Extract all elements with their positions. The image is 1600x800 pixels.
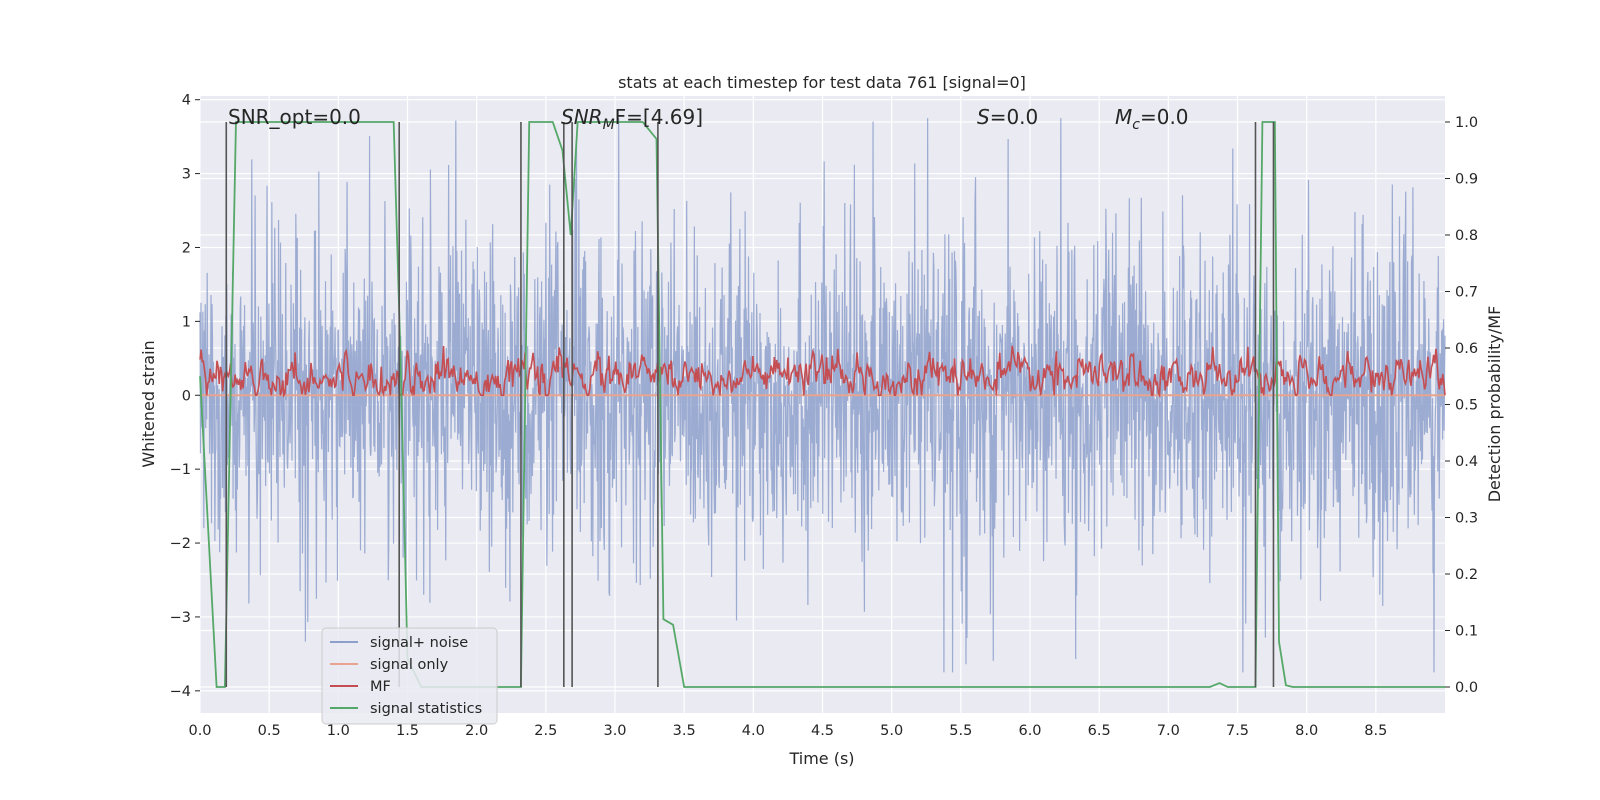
chart-title: stats at each timestep for test data 761… (618, 73, 1026, 92)
series-signal-noise (199, 118, 1446, 673)
y-tick-label-5: 1 (182, 314, 191, 330)
annotation-mc: Mc=0.0 (1115, 105, 1189, 133)
y-tick-label-1: −3 (170, 610, 191, 626)
legend-label-mf: MF (370, 679, 391, 695)
y-tick-label-4: 0 (182, 388, 191, 404)
annotation-snr-mf-rest: F=[4.69] (615, 105, 703, 129)
legend-label-signal-statistics: signal statistics (370, 701, 482, 717)
annotation-s-rest: =0.0 (990, 105, 1039, 129)
x-tick-label-7: 3.5 (673, 723, 696, 739)
y-tick-labels: −4 −3 −2 −1 0 1 2 3 4 (170, 93, 200, 700)
legend-label-signal-noise: signal+ noise (370, 635, 468, 651)
legend-label-signal-only: signal only (370, 657, 449, 673)
x-tick-label-16: 8.0 (1295, 723, 1318, 739)
annotation-snr-mf-sub: M (603, 117, 615, 133)
x-tick-label-1: 0.5 (258, 723, 281, 739)
x-tick-label-12: 6.0 (1018, 723, 1041, 739)
y2-tick-label-1: 0.1 (1455, 624, 1478, 640)
y-tick-label-8: 4 (182, 93, 191, 109)
y2-tick-label-5: 0.5 (1455, 398, 1478, 414)
y2-tick-label-3: 0.3 (1455, 511, 1478, 527)
x-tick-label-10: 5.0 (880, 723, 903, 739)
x-tick-label-13: 6.5 (1088, 723, 1111, 739)
x-tick-label-11: 5.5 (949, 723, 972, 739)
annotation-snr-mf-label: SNR (561, 105, 603, 129)
x-tick-label-0: 0.0 (188, 723, 211, 739)
x-tick-label-9: 4.5 (811, 723, 834, 739)
legend: signal+ noise signal only MF signal stat… (321, 627, 498, 725)
x-tick-label-17: 8.5 (1364, 723, 1387, 739)
x-tick-label-6: 3.0 (603, 723, 626, 739)
y-axis-label: Whitened strain (139, 340, 158, 467)
x-tick-label-3: 1.5 (396, 723, 419, 739)
y2-tick-label-4: 0.4 (1455, 454, 1478, 470)
y2-tick-label-8: 0.8 (1455, 228, 1478, 244)
series-signal-statistics (199, 121, 1445, 688)
y2-tick-label-2: 0.2 (1455, 567, 1478, 583)
vertical-markers (225, 121, 1275, 688)
legend-box (321, 627, 498, 725)
y2-tick-label-7: 0.7 (1455, 284, 1478, 300)
y-tick-label-3: −1 (170, 462, 191, 478)
y2-tick-label-10: 1.0 (1455, 115, 1478, 131)
y2-tick-labels: 0.0 0.1 0.2 0.3 0.4 0.5 0.6 0.7 0.8 0.9 1.0 (1445, 115, 1478, 696)
y2-axis-label: Detection probability/MF (1485, 306, 1504, 503)
y-tick-label-0: −4 (170, 684, 191, 700)
x-tick-label-2: 1.0 (327, 723, 350, 739)
annotation-snr-mf: SNRMF=[4.69] (561, 105, 703, 133)
x-axis-label: Time (s) (788, 749, 854, 768)
x-tick-label-14: 7.0 (1157, 723, 1180, 739)
y2-tick-label-6: 0.6 (1455, 341, 1478, 357)
x-tick-label-5: 2.5 (534, 723, 557, 739)
y2-tick-label-9: 0.9 (1455, 171, 1478, 187)
y-tick-label-7: 3 (182, 167, 191, 183)
y-tick-label-2: −2 (170, 536, 191, 552)
annotation-s-label: S (977, 105, 990, 129)
annotation-mc-rest: =0.0 (1140, 105, 1189, 129)
y2-tick-label-0: 0.0 (1455, 680, 1478, 696)
x-tick-label-8: 4.0 (742, 723, 765, 739)
x-tick-labels: 0.0 0.5 1.0 1.5 2.0 2.5 3.0 3.5 4.0 4.5 5.0 5.5 6.0 6… (188, 723, 1387, 739)
series-layer (199, 118, 1446, 688)
y-tick-label-6: 2 (182, 240, 191, 256)
annotation-s: S=0.0 (977, 105, 1038, 129)
annotation-mc-sub: c (1132, 117, 1140, 133)
series-mf (199, 345, 1446, 399)
x-tick-label-4: 2.0 (465, 723, 488, 739)
annotation-mc-label: M (1115, 105, 1132, 129)
annotation-snr-opt: SNR_opt=0.0 (228, 105, 361, 129)
x-tick-label-15: 7.5 (1226, 723, 1249, 739)
